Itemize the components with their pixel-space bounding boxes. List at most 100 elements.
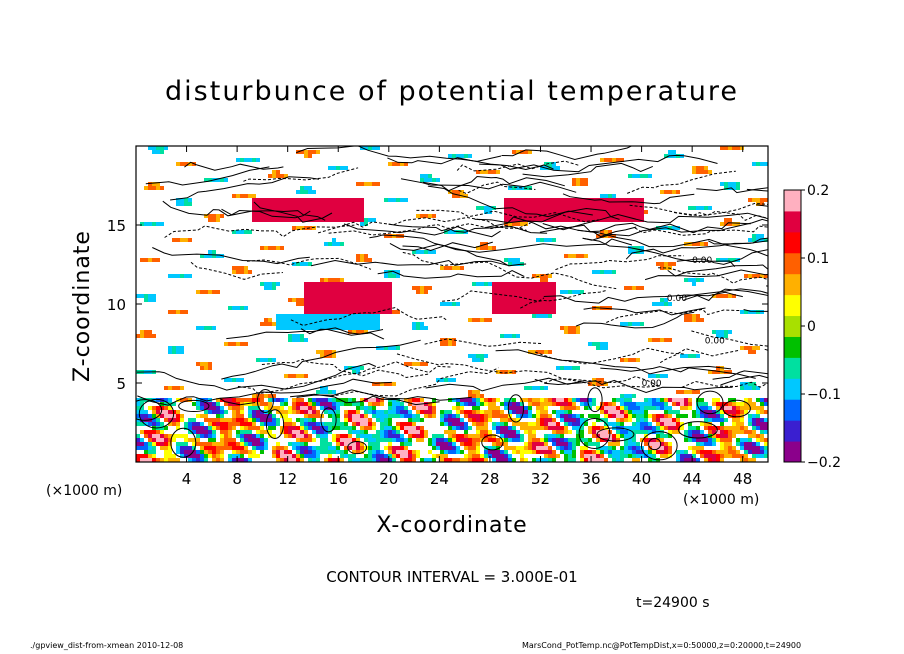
colorbar-tick-label: 0.1: [807, 251, 829, 267]
heatmap-cell: [220, 438, 224, 442]
heatmap-cell: [384, 454, 388, 458]
heatmap-cell: [364, 446, 368, 450]
heatmap-cell: [364, 290, 368, 294]
heatmap-cell: [524, 458, 528, 462]
heatmap-cell: [760, 274, 764, 278]
contour-line: [170, 176, 320, 201]
heatmap-cell: [532, 398, 536, 402]
heatmap-cell: [296, 398, 300, 402]
heatmap-cell: [176, 450, 180, 454]
heatmap-cell: [372, 398, 376, 402]
heatmap-cell: [700, 430, 704, 434]
heatmap-cell: [244, 418, 248, 422]
heatmap-cell: [356, 322, 360, 326]
heatmap-cell: [192, 430, 196, 434]
heatmap-cell: [292, 426, 296, 430]
heatmap-cell: [512, 422, 516, 426]
heatmap-cell: [144, 414, 148, 418]
heatmap-cell: [328, 458, 332, 462]
heatmap-cell: [724, 218, 728, 222]
heatmap-cell: [616, 422, 620, 426]
heatmap-cell: [324, 286, 328, 290]
heatmap-cell: [688, 242, 692, 246]
heatmap-cell: [284, 206, 288, 210]
heatmap-cell: [332, 214, 336, 218]
heatmap-cell: [724, 334, 728, 338]
heatmap-cell: [260, 322, 264, 326]
heatmap-cell: [360, 198, 364, 202]
heatmap-cell: [312, 454, 316, 458]
heatmap-cell: [652, 418, 656, 422]
heatmap-cell: [572, 422, 576, 426]
heatmap-cell: [696, 414, 700, 418]
heatmap-cell: [612, 438, 616, 442]
heatmap-cell: [180, 418, 184, 422]
heatmap-cell: [492, 446, 496, 450]
heatmap-cell: [224, 430, 228, 434]
heatmap-cell: [508, 458, 512, 462]
heatmap-cell: [404, 442, 408, 446]
heatmap-cell: [576, 206, 580, 210]
heatmap-cell: [352, 202, 356, 206]
heatmap-cell: [548, 306, 552, 310]
x-tick-label: 32: [531, 470, 550, 488]
heatmap-cell: [556, 422, 560, 426]
heatmap-cell: [268, 206, 272, 210]
heatmap-cell: [316, 398, 320, 402]
heatmap-cell: [592, 442, 596, 446]
heatmap-cell: [216, 178, 220, 182]
heatmap-cell: [596, 342, 600, 346]
heatmap-cell: [556, 446, 560, 450]
heatmap-cell: [188, 450, 192, 454]
heatmap-cell: [148, 450, 152, 454]
heatmap-cell: [588, 438, 592, 442]
heatmap-cell: [564, 330, 568, 334]
heatmap-cell: [556, 206, 560, 210]
heatmap-cell: [200, 450, 204, 454]
heatmap-cell: [292, 374, 296, 378]
heatmap-cell: [320, 422, 324, 426]
heatmap-cell: [544, 198, 548, 202]
heatmap-cell: [256, 426, 260, 430]
heatmap-cell: [596, 458, 600, 462]
heatmap-cell: [288, 326, 292, 330]
heatmap-cell: [660, 454, 664, 458]
heatmap-cell: [156, 150, 160, 154]
heatmap-cell: [612, 446, 616, 450]
heatmap-cell: [760, 410, 764, 414]
contour-line: [658, 267, 768, 284]
heatmap-cell: [240, 266, 244, 270]
heatmap-cell: [236, 406, 240, 410]
heatmap-cell: [368, 418, 372, 422]
heatmap-cell: [516, 310, 520, 314]
heatmap-cell: [372, 318, 376, 322]
heatmap-cell: [544, 298, 548, 302]
heatmap-cell: [552, 418, 556, 422]
heatmap-cell: [644, 418, 648, 422]
heatmap-cell: [380, 298, 384, 302]
heatmap-cell: [428, 178, 432, 182]
heatmap-cell: [540, 286, 544, 290]
heatmap-cell: [380, 346, 384, 350]
heatmap-cell: [580, 458, 584, 462]
heatmap-cell: [228, 426, 232, 430]
contour-line: [596, 427, 635, 442]
heatmap-cell: [504, 214, 508, 218]
heatmap-cell: [336, 450, 340, 454]
heatmap-cell: [512, 434, 516, 438]
heatmap-cell: [376, 326, 380, 330]
heatmap-cell: [252, 218, 256, 222]
heatmap-cell: [656, 442, 660, 446]
heatmap-cell: [452, 154, 456, 158]
heatmap-cell: [680, 414, 684, 418]
heatmap-cell: [628, 410, 632, 414]
heatmap-cell: [688, 458, 692, 462]
heatmap-cell: [512, 222, 516, 226]
heatmap-cell: [548, 422, 552, 426]
heatmap-cell: [560, 406, 564, 410]
heatmap-cell: [700, 166, 704, 170]
heatmap-cell: [340, 198, 344, 202]
heatmap-cell: [692, 430, 696, 434]
contour-line: [400, 178, 577, 193]
heatmap-cell: [408, 410, 412, 414]
